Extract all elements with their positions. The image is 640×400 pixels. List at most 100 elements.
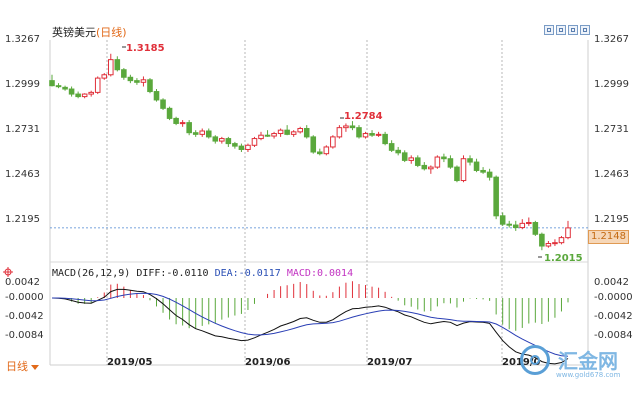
zoom-out-icon[interactable] xyxy=(556,25,566,35)
macd-axis-right-3: -0.0084 xyxy=(594,330,633,341)
candle-body xyxy=(343,125,349,129)
candle-body xyxy=(153,91,160,101)
price-axis-left-4: 1.2195 xyxy=(5,214,40,225)
candle-body xyxy=(552,242,558,245)
candle-body xyxy=(179,122,186,125)
candle-body xyxy=(199,130,206,135)
fit-view-icon[interactable] xyxy=(568,25,578,35)
candle-body xyxy=(493,176,499,217)
candle-body xyxy=(395,149,401,154)
price-axis-right-3: 1.2463 xyxy=(594,169,629,180)
macd-axis-left-3: -0.0084 xyxy=(5,330,44,341)
price-axis-right-4: 1.2195 xyxy=(594,214,629,225)
candle-body xyxy=(303,127,310,138)
candle-body xyxy=(232,143,238,147)
candle-body xyxy=(532,222,539,235)
candle-body xyxy=(434,156,441,168)
candle-body xyxy=(49,80,55,87)
candle-body xyxy=(284,129,290,135)
candle-body xyxy=(140,79,147,83)
macd-value: MACD:0.0014 xyxy=(286,268,354,279)
candle-body xyxy=(212,136,219,142)
watermark-circle-icon xyxy=(520,345,550,375)
candle-body xyxy=(192,132,199,135)
candle-body xyxy=(467,158,473,163)
candle-body xyxy=(473,161,480,171)
macd-diff: DIFF:-0.0110 xyxy=(136,268,209,279)
macd-dea: DEA:-0.0117 xyxy=(214,268,281,279)
candle-body xyxy=(134,80,140,83)
candle-body xyxy=(317,151,323,155)
candle-body xyxy=(375,133,382,136)
candle-body xyxy=(55,85,62,88)
candle-body xyxy=(421,164,428,170)
watermark-logo: 汇金网 www.gold678.com xyxy=(520,345,632,391)
candle-body xyxy=(68,88,75,95)
candle-body xyxy=(251,138,258,146)
period-selector[interactable]: 日线 xyxy=(6,358,39,374)
candle-body xyxy=(441,156,447,160)
candle-body xyxy=(127,76,134,82)
macd-axis-right-0: 0.0042 xyxy=(594,277,629,288)
candle-body xyxy=(558,237,565,244)
candle-body xyxy=(114,59,121,71)
candle-body xyxy=(323,146,330,155)
candle-body xyxy=(480,169,486,173)
candle-body xyxy=(245,144,251,150)
candle-body xyxy=(166,107,173,119)
candle-body xyxy=(271,133,277,137)
candle-body xyxy=(205,130,212,138)
candle-body xyxy=(62,86,68,90)
candle-body xyxy=(160,99,166,109)
candle-body xyxy=(356,127,362,138)
fullscreen-icon[interactable] xyxy=(580,25,590,35)
candle-body xyxy=(506,223,513,226)
low-annotation: 1.2015 xyxy=(544,253,583,264)
date-label-jul: 2019/07 xyxy=(367,357,413,368)
candle-body xyxy=(75,93,81,98)
macd-params: MACD(26,12,9) xyxy=(52,268,131,279)
macd-axis-right-1: -0.0000 xyxy=(594,292,633,303)
candle-body xyxy=(225,138,232,145)
zoom-in-icon[interactable] xyxy=(544,25,554,35)
current-price-tag: 1.2148 xyxy=(588,230,629,244)
candle-body xyxy=(388,143,395,151)
price-axis-right-0: 1.3267 xyxy=(594,34,629,45)
candle-body xyxy=(258,134,264,140)
candle-body xyxy=(369,133,375,136)
candle-body xyxy=(94,77,101,93)
candle-body xyxy=(401,152,408,161)
diff-line xyxy=(51,288,569,365)
crosshair-icon[interactable] xyxy=(3,267,13,277)
candle-body xyxy=(565,227,571,239)
candle-body xyxy=(297,127,303,133)
candle-body xyxy=(519,222,526,229)
candle-body xyxy=(526,222,532,225)
symbol-label: 英镑美元 xyxy=(52,26,96,39)
watermark-url: www.gold678.com xyxy=(556,371,621,379)
candle-body xyxy=(264,134,271,137)
candle-body xyxy=(310,136,317,153)
price-axis-right-2: 1.2731 xyxy=(594,124,629,135)
dea-line xyxy=(52,292,569,357)
chart-title: 英镑美元(日线) xyxy=(52,24,127,40)
price-axis-right-1: 1.2999 xyxy=(594,79,629,90)
candle-body xyxy=(460,158,467,182)
candle-body xyxy=(147,79,153,93)
candle-body xyxy=(545,243,552,247)
macd-axis-left-2: -0.0042 xyxy=(5,311,44,322)
macd-axis-right-2: -0.0042 xyxy=(594,311,633,322)
candle-body xyxy=(512,224,519,229)
candle-body xyxy=(101,74,108,79)
candle-body xyxy=(414,157,421,166)
candle-body xyxy=(486,171,493,178)
macd-header: MACD(26,12,9) DIFF:-0.0110 DEA:-0.0117 M… xyxy=(52,268,353,279)
candle-body xyxy=(330,136,336,148)
high-annotation-2: 1.2784 xyxy=(344,111,383,122)
candle-body xyxy=(408,157,415,161)
candle-body xyxy=(336,127,343,138)
candle-body xyxy=(107,59,114,76)
candle-body xyxy=(186,122,192,134)
period-label: (日线) xyxy=(96,26,127,39)
